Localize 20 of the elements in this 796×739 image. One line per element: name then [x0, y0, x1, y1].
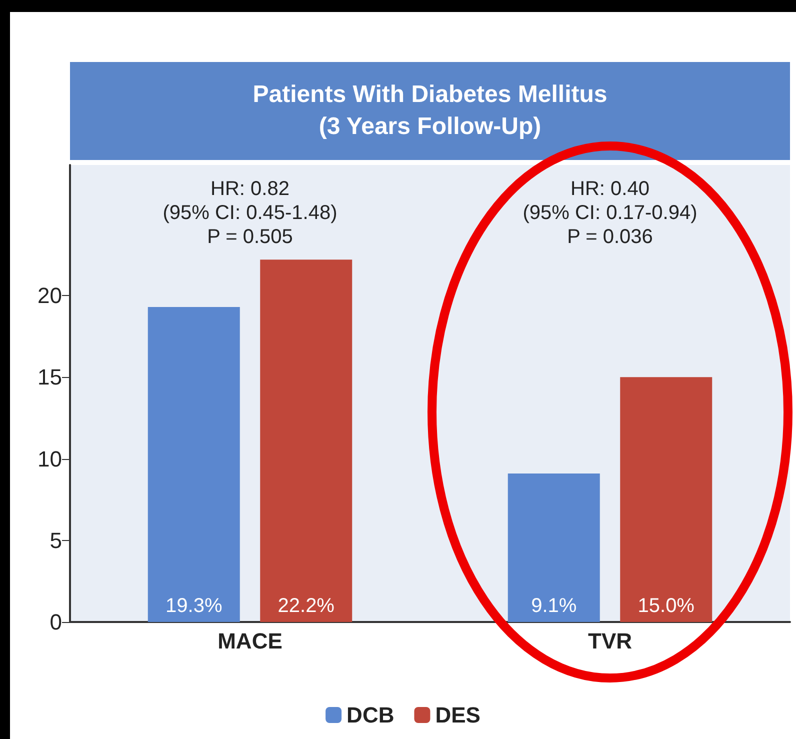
data-label: 19.3%: [166, 595, 222, 617]
bar: [148, 306, 240, 622]
legend-label: DCB: [346, 702, 394, 728]
x-tick-label: TVR: [588, 628, 632, 654]
legend-label: DES: [435, 702, 480, 728]
y-tick-label: 15: [38, 364, 62, 390]
annotation: HR: 0.82 (95% CI: 0.45-1.48) P = 0.505: [162, 178, 338, 248]
y-tick-label: 0: [50, 610, 62, 634]
bar: [508, 473, 600, 622]
bar: [620, 377, 712, 622]
chart-title: Patients With Diabetes Mellitus (3 Years Follow-Up): [70, 62, 790, 160]
data-label: 9.1%: [531, 595, 577, 617]
data-label: 22.2%: [278, 595, 335, 617]
bar: [260, 260, 352, 622]
data-label: 15.0%: [638, 595, 695, 617]
y-tick-label: 20: [38, 283, 62, 308]
y-tick-label: 5: [50, 528, 62, 553]
y-tick-label: 10: [38, 446, 62, 472]
x-tick-label: MACE: [218, 628, 282, 654]
annotation: HR: 0.40 (95% CI: 0.17-0.94) P = 0.036: [522, 178, 698, 248]
